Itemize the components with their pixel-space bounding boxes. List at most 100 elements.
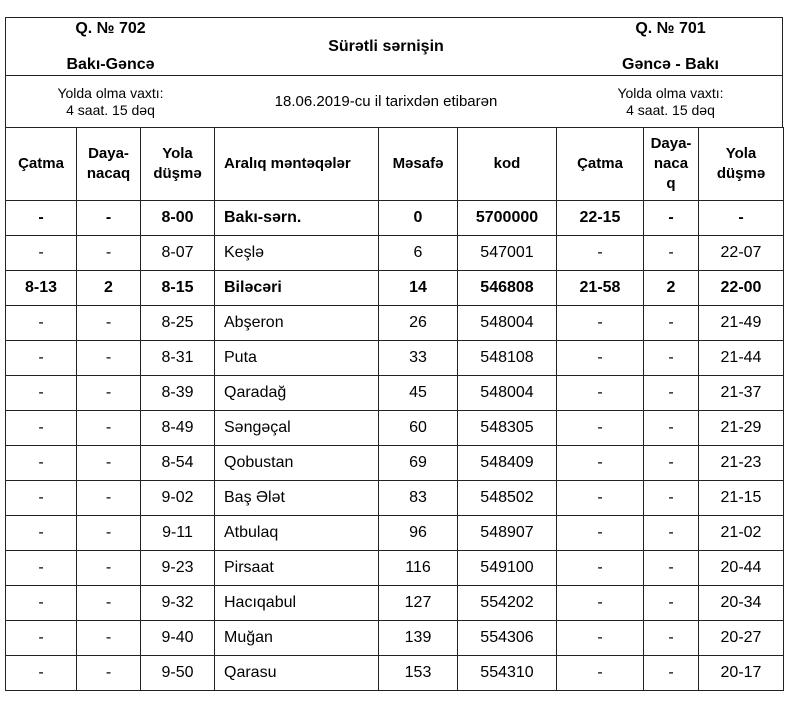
cell-station: Abşeron [214, 305, 379, 341]
cell-station: Qobustan [214, 445, 379, 481]
table-row: - -8-39 Qaradağ 45 548004- -21-37 [5, 375, 784, 411]
column-header-code: kod [457, 127, 557, 201]
cell-arrival: - [5, 375, 77, 411]
cell-code: 554202 [457, 585, 557, 621]
cell-return-departure: 21-15 [698, 480, 784, 516]
cell-station: Puta [214, 340, 379, 376]
cell-arrival: - [5, 410, 77, 446]
cell-stop-duration: - [76, 585, 141, 621]
cell-return-departure: 20-34 [698, 585, 784, 621]
column-header-departure: Yola düşmə [140, 127, 215, 201]
cell-arrival: - [5, 515, 77, 551]
cell-station: Qarasu [214, 655, 379, 691]
column-header-return-departure: Yola düşmə [698, 127, 784, 201]
cell-arrival: - [5, 340, 77, 376]
table-row: - -8-31 Puta 33 548108- -21-44 [5, 340, 784, 376]
cell-return-arrival: 21-58 [556, 270, 644, 306]
cell-station: Hacıqabul [214, 585, 379, 621]
cell-return-departure: 21-37 [698, 375, 784, 411]
left-travel-time-block: Yolda olma vaxtı: 4 saat. 15 dəq [6, 76, 215, 127]
cell-code: 546808 [457, 270, 557, 306]
table-row: 8-13 2 8-15 Biləcəri 14 546808 21-58 2 22-00 [5, 270, 784, 306]
cell-stop-duration: - [76, 655, 141, 691]
cell-departure: 9-40 [140, 620, 215, 656]
cell-distance: 153 [378, 655, 458, 691]
cell-stop-duration: - [76, 550, 141, 586]
schedule-body: - -8-00 Bakı-sərn. 0 5700000 22-15- - - -8-07 Keş… [5, 200, 784, 691]
cell-return-departure: 20-44 [698, 550, 784, 586]
cell-arrival: 8-13 [5, 270, 77, 306]
right-travel-time: 4 saat. 15 dəq [626, 101, 715, 118]
cell-return-departure: 22-00 [698, 270, 784, 306]
cell-return-arrival: - [556, 480, 644, 516]
cell-station: Biləcəri [214, 270, 379, 306]
cell-code: 548907 [457, 515, 557, 551]
cell-station: Pirsaat [214, 550, 379, 586]
cell-return-departure: 21-49 [698, 305, 784, 341]
cell-departure: 8-39 [140, 375, 215, 411]
cell-return-arrival: - [556, 445, 644, 481]
cell-stop-duration: - [76, 340, 141, 376]
cell-return-departure: - [698, 200, 784, 236]
cell-return-arrival: - [556, 585, 644, 621]
cell-return-arrival: - [556, 305, 644, 341]
left-travel-time: 4 saat. 15 dəq [66, 101, 155, 118]
right-route: Gəncə - Bakı [622, 56, 719, 73]
column-header-distance: Məsafə [378, 127, 458, 201]
table-row: - -8-25 Abşeron 26 548004- -21-49 [5, 305, 784, 341]
column-header-return-arrival: Çatma [556, 127, 644, 201]
cell-stop-duration: - [76, 235, 141, 271]
cell-departure: 8-54 [140, 445, 215, 481]
train-type-title: Sürətli sərnişin [328, 37, 444, 55]
left-train-number: Q. № 702 [75, 20, 146, 37]
column-header-station: Aralıq məntəqələr [214, 127, 379, 201]
cell-departure: 9-23 [140, 550, 215, 586]
cell-arrival: - [5, 655, 77, 691]
cell-code: 548004 [457, 305, 557, 341]
cell-distance: 6 [378, 235, 458, 271]
cell-return-departure: 20-17 [698, 655, 784, 691]
cell-station: Atbulaq [214, 515, 379, 551]
cell-distance: 69 [378, 445, 458, 481]
cell-return-arrival: - [556, 410, 644, 446]
cell-arrival: - [5, 200, 77, 236]
cell-stop-duration: - [76, 480, 141, 516]
column-header-stop-duration: Daya-nacaq [76, 127, 141, 201]
cell-return-stop-duration: - [643, 200, 699, 236]
cell-code: 5700000 [457, 200, 557, 236]
table-row: - -9-23 Pirsaat 116 549100- -20-44 [5, 550, 784, 586]
cell-return-stop-duration: - [643, 480, 699, 516]
cell-distance: 14 [378, 270, 458, 306]
header-row-1: Q. № 702 Bakı-Gəncə Sürətli sərnişin Q. … [5, 17, 783, 75]
cell-return-stop-duration: - [643, 235, 699, 271]
cell-return-departure: 21-44 [698, 340, 784, 376]
cell-arrival: - [5, 550, 77, 586]
cell-station: Qaradağ [214, 375, 379, 411]
cell-return-arrival: - [556, 235, 644, 271]
cell-return-stop-duration: - [643, 515, 699, 551]
cell-return-departure: 21-29 [698, 410, 784, 446]
cell-stop-duration: - [76, 515, 141, 551]
table-row: - -9-40 Muğan 139 554306- -20-27 [5, 620, 784, 656]
cell-return-departure: 21-23 [698, 445, 784, 481]
cell-distance: 127 [378, 585, 458, 621]
cell-departure: 8-31 [140, 340, 215, 376]
cell-return-departure: 22-07 [698, 235, 784, 271]
cell-return-arrival: 22-15 [556, 200, 644, 236]
cell-return-arrival: - [556, 550, 644, 586]
cell-distance: 83 [378, 480, 458, 516]
cell-distance: 33 [378, 340, 458, 376]
cell-code: 554306 [457, 620, 557, 656]
cell-departure: 8-49 [140, 410, 215, 446]
cell-station: Muğan [214, 620, 379, 656]
cell-code: 549100 [457, 550, 557, 586]
cell-arrival: - [5, 235, 77, 271]
table-row: - -9-50 Qarasu 153 554310- -20-17 [5, 655, 784, 691]
cell-distance: 0 [378, 200, 458, 236]
cell-stop-duration: - [76, 410, 141, 446]
table-row: - -9-11 Atbulaq 96 548907- -21-02 [5, 515, 784, 551]
left-train-block: Q. № 702 Bakı-Gəncə [6, 18, 215, 75]
cell-return-stop-duration: - [643, 340, 699, 376]
table-row: - -8-49 Səngəçal 60 548305- -21-29 [5, 410, 784, 446]
cell-stop-duration: - [76, 375, 141, 411]
